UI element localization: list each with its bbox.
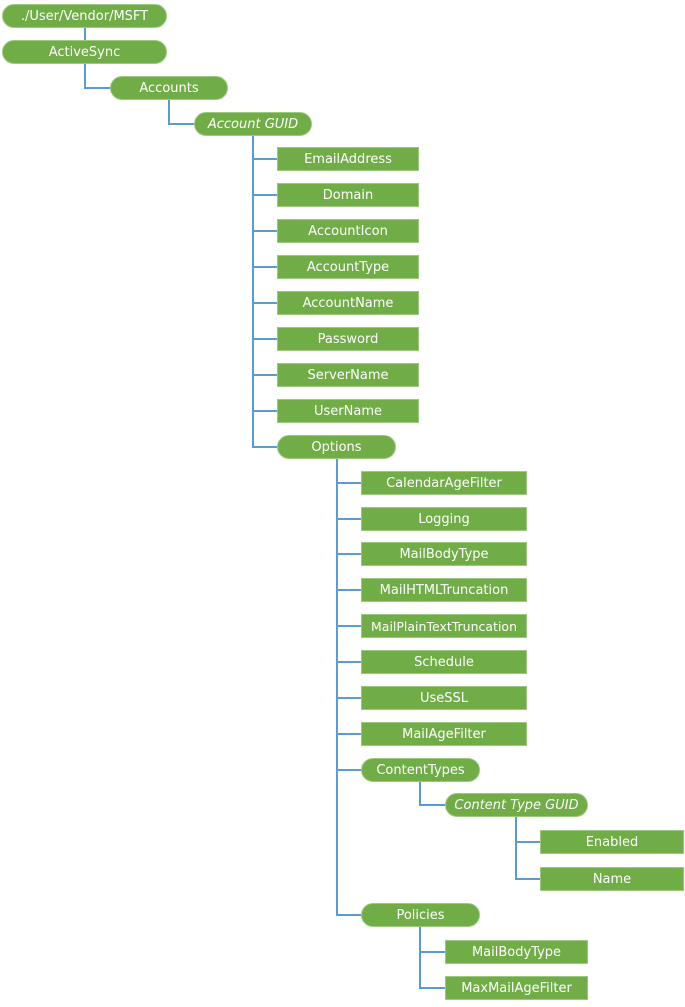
node-enabled: Enabled <box>540 830 684 854</box>
node-account-type: AccountType <box>277 255 419 279</box>
node-options: Options <box>277 435 396 459</box>
node-policy-mail-body-type: MailBodyType <box>445 940 588 964</box>
node-policies: Policies <box>361 903 480 927</box>
node-password: Password <box>277 327 419 351</box>
node-domain: Domain <box>277 183 419 207</box>
node-user-name: UserName <box>277 399 419 423</box>
node-email-address: EmailAddress <box>277 147 419 171</box>
node-root: ./User/Vendor/MSFT <box>2 4 167 28</box>
node-server-name: ServerName <box>277 363 419 387</box>
node-account-guid: Account GUID <box>194 112 312 136</box>
node-logging: Logging <box>361 507 527 531</box>
node-name: Name <box>540 867 684 891</box>
node-schedule: Schedule <box>361 650 527 674</box>
node-calendar-age-filter: CalendarAgeFilter <box>361 471 527 495</box>
node-mail-age-filter: MailAgeFilter <box>361 722 527 746</box>
node-content-type-guid: Content Type GUID <box>445 793 588 817</box>
node-use-ssl: UseSSL <box>361 686 527 710</box>
node-mail-plain-text-truncation: MailPlainTextTruncation <box>361 614 527 638</box>
node-mail-body-type: MailBodyType <box>361 542 527 566</box>
node-account-name: AccountName <box>277 291 419 315</box>
node-content-types: ContentTypes <box>361 758 480 782</box>
node-accounts: Accounts <box>110 76 228 100</box>
node-mail-html-truncation: MailHTMLTruncation <box>361 578 527 602</box>
node-policy-max-mail-age-filter: MaxMailAgeFilter <box>445 976 588 1000</box>
node-activesync: ActiveSync <box>2 40 167 64</box>
node-account-icon: AccountIcon <box>277 219 419 243</box>
